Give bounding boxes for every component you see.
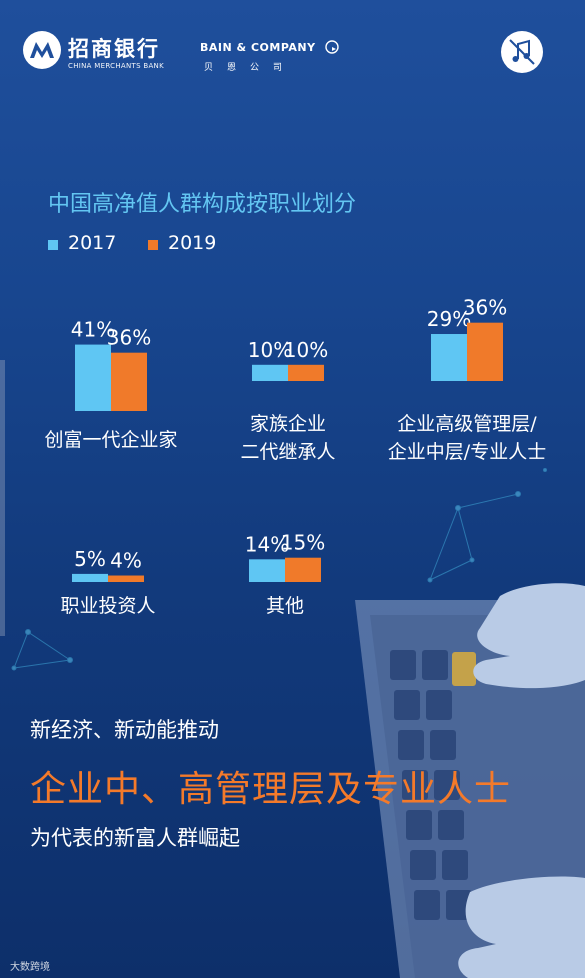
cmb-logo-icon — [23, 31, 61, 69]
bain-chinese-name: 贝恩公司 — [204, 63, 297, 73]
bain-mark-icon — [325, 40, 339, 54]
watermark: 大数跨境 — [10, 962, 50, 973]
cmb-name: 招商银行 — [68, 37, 160, 61]
bain-name: BAIN & COMPANY — [200, 41, 316, 54]
slogan-line-3: 为代表的新富人群崛起 — [30, 826, 240, 850]
slogan-line-1: 新经济、新动能推动 — [30, 718, 219, 742]
slogan-headline: 企业中、高管理层及专业人士 — [30, 769, 512, 810]
legend-label-2017: 2017 — [68, 232, 117, 254]
legend-label-2019: 2019 — [168, 232, 217, 254]
music-off-icon[interactable] — [500, 30, 544, 74]
legend-swatch-2017 — [48, 240, 58, 250]
chart-title: 中国高净值人群构成按职业划分 — [48, 192, 357, 217]
cmb-english-name: CHINA MERCHANTS BANK — [68, 62, 164, 70]
legend-swatch-2019 — [148, 240, 158, 250]
